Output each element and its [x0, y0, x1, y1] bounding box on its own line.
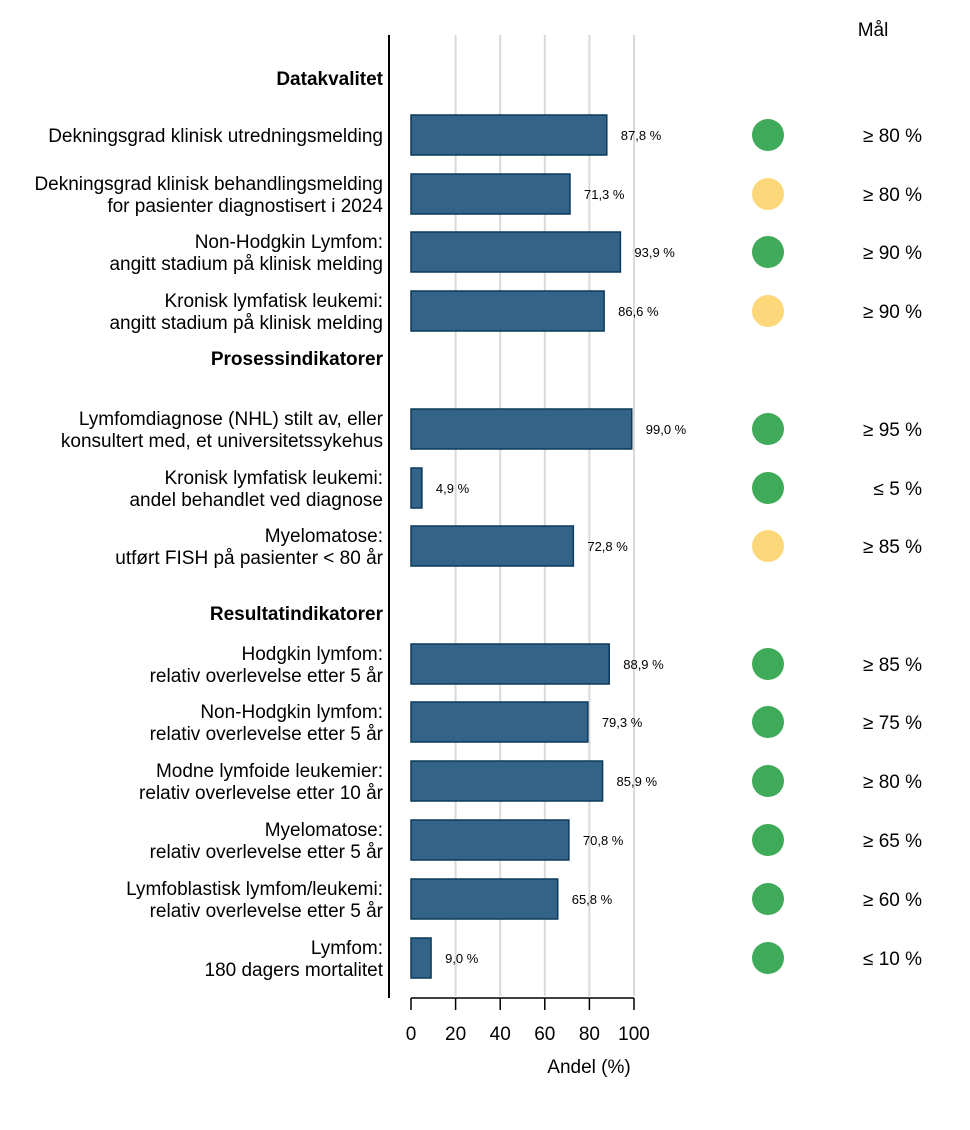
- status-indicator-green: [752, 942, 784, 974]
- category-label: Lymfomdiagnose (NHL) stilt av, eller: [79, 409, 384, 430]
- axis-layer: 0 20 40 60 80 100 Andel (%): [388, 35, 650, 1078]
- section-title: Resultatindikatorer: [210, 604, 384, 625]
- status-indicator-yellow: [752, 530, 784, 562]
- value-label: 72,8 %: [587, 539, 628, 554]
- category-label: Dekningsgrad klinisk behandlingsmelding: [34, 174, 383, 195]
- goal-header: Mål: [858, 20, 889, 41]
- category-label: Dekningsgrad klinisk utredningsmelding: [48, 126, 383, 147]
- bar: [410, 231, 622, 273]
- goal-label: ≥ 95 %: [863, 420, 922, 441]
- status-indicator-yellow: [752, 295, 784, 327]
- goal-label: ≥ 85 %: [863, 537, 922, 558]
- bar: [410, 760, 604, 802]
- goal-label: ≥ 80 %: [863, 772, 922, 793]
- category-label: Lymfoblastisk lymfom/leukemi:: [126, 879, 383, 900]
- value-label: 93,9 %: [634, 245, 675, 260]
- category-label: Hodgkin lymfom:: [242, 644, 384, 665]
- bar-layer: [410, 114, 633, 979]
- category-label: Lymfom:: [311, 938, 383, 959]
- category-label: Kronisk lymfatisk leukemi:: [164, 291, 383, 312]
- status-indicator-green: [752, 765, 784, 797]
- category-label: for pasienter diagnostisert i 2024: [107, 196, 383, 217]
- goal-label: ≥ 90 %: [863, 302, 922, 323]
- status-indicator-yellow: [752, 178, 784, 210]
- bar: [410, 878, 559, 920]
- value-label: 71,3 %: [584, 187, 625, 202]
- bar: [410, 114, 608, 156]
- goal-label: ≥ 90 %: [863, 243, 922, 264]
- category-label: relativ overlevelse etter 5 år: [150, 724, 384, 745]
- value-label: 86,6 %: [618, 304, 659, 319]
- status-indicator-green: [752, 119, 784, 151]
- goal-label: ≥ 65 %: [863, 831, 922, 852]
- status-indicator-green: [752, 472, 784, 504]
- value-label: 87,8 %: [621, 128, 662, 143]
- bar: [410, 937, 432, 979]
- bar: [410, 525, 575, 567]
- goal-label: ≥ 60 %: [863, 890, 922, 911]
- category-label: relativ overlevelse etter 5 år: [150, 901, 384, 922]
- category-label: relativ overlevelse etter 5 år: [150, 842, 384, 863]
- value-label: 70,8 %: [583, 833, 624, 848]
- category-label: angitt stadium på klinisk melding: [109, 313, 383, 334]
- goal-label: ≥ 75 %: [863, 713, 922, 734]
- bar: [410, 408, 633, 450]
- status-indicator-green: [752, 413, 784, 445]
- category-label: Kronisk lymfatisk leukemi:: [164, 468, 383, 489]
- category-label: andel behandlet ved diagnose: [129, 490, 383, 511]
- category-label: relativ overlevelse etter 10 år: [139, 783, 384, 804]
- goal-label: ≥ 85 %: [863, 655, 922, 676]
- status-indicator-green: [752, 648, 784, 680]
- bar: [410, 643, 610, 685]
- x-tick-label: 40: [490, 1024, 511, 1045]
- value-label: 99,0 %: [646, 422, 687, 437]
- goal-label: ≥ 80 %: [863, 185, 922, 206]
- x-tick-label: 20: [445, 1024, 466, 1045]
- x-tick-label: 80: [579, 1024, 600, 1045]
- value-label: 88,9 %: [623, 657, 664, 672]
- value-label: 85,9 %: [617, 774, 658, 789]
- category-label: Myelomatose:: [265, 526, 383, 547]
- x-axis-title: Andel (%): [547, 1057, 630, 1078]
- goal-label: ≥ 80 %: [863, 126, 922, 147]
- category-label: relativ overlevelse etter 5 år: [150, 666, 384, 687]
- bar: [410, 467, 423, 509]
- label-layer: Datakvalitet Dekningsgrad klinisk utredni…: [34, 69, 686, 981]
- category-label: Non-Hodgkin lymfom:: [200, 702, 383, 723]
- bar: [410, 290, 605, 332]
- bar: [410, 701, 589, 743]
- category-label: angitt stadium på klinisk melding: [109, 254, 383, 275]
- category-label: Non-Hodgkin Lymfom:: [195, 232, 383, 253]
- status-indicator-green: [752, 706, 784, 738]
- bar: [410, 819, 570, 861]
- status-indicator-green: [752, 236, 784, 268]
- category-label: 180 dagers mortalitet: [205, 960, 384, 981]
- x-tick-label: 0: [406, 1024, 417, 1045]
- category-label: Myelomatose:: [265, 820, 383, 841]
- status-indicator-green: [752, 824, 784, 856]
- bar: [410, 173, 571, 215]
- value-label: 65,8 %: [572, 892, 613, 907]
- section-title: Datakvalitet: [276, 69, 383, 90]
- status-indicator-green: [752, 883, 784, 915]
- category-label: konsultert med, et universitetssykehus: [61, 431, 383, 452]
- value-label: 9,0 %: [445, 951, 479, 966]
- x-tick-label: 60: [534, 1024, 555, 1045]
- goal-label: ≤ 10 %: [863, 949, 922, 970]
- goal-layer: Mål ≥ 80 % ≥ 80 % ≥ 90 % ≥ 90 % ≥ 95 % ≤ 5 % ≥ …: [752, 20, 922, 974]
- goal-label: ≤ 5 %: [874, 479, 923, 500]
- section-title: Prosessindikatorer: [211, 349, 384, 370]
- x-tick-label: 100: [618, 1024, 650, 1045]
- value-label: 79,3 %: [602, 715, 643, 730]
- category-label: Modne lymfoide leukemier:: [156, 761, 383, 782]
- value-label: 4,9 %: [436, 481, 470, 496]
- category-label: utført FISH på pasienter < 80 år: [115, 548, 383, 569]
